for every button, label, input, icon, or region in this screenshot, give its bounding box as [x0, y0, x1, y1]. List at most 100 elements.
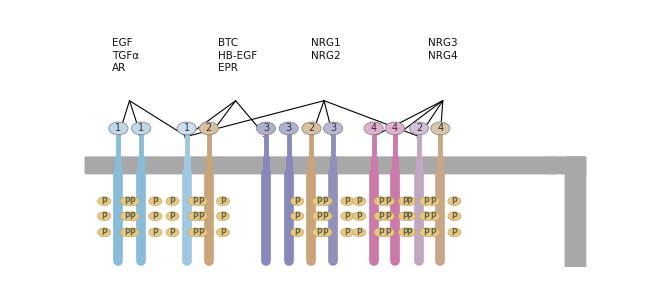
Ellipse shape — [398, 228, 411, 237]
Text: P: P — [344, 228, 350, 237]
Ellipse shape — [431, 122, 450, 135]
Ellipse shape — [381, 197, 394, 206]
Text: P: P — [295, 197, 300, 206]
Text: P: P — [402, 228, 408, 237]
Ellipse shape — [256, 122, 276, 135]
Text: P: P — [357, 212, 363, 221]
Ellipse shape — [149, 228, 162, 237]
Text: BTC
HB-EGF
EPR: BTC HB-EGF EPR — [218, 38, 257, 73]
Ellipse shape — [402, 197, 415, 206]
Text: EGF
TGFα
AR: EGF TGFα AR — [112, 38, 139, 73]
Text: P: P — [153, 228, 158, 237]
Text: P: P — [101, 228, 107, 237]
Ellipse shape — [121, 212, 134, 220]
Text: P: P — [378, 228, 383, 237]
Text: P: P — [423, 197, 429, 206]
FancyBboxPatch shape — [85, 156, 556, 174]
Ellipse shape — [194, 228, 207, 237]
Ellipse shape — [149, 197, 162, 206]
Text: P: P — [220, 197, 226, 206]
Text: P: P — [295, 228, 300, 237]
Ellipse shape — [381, 228, 394, 237]
Ellipse shape — [319, 197, 332, 206]
Ellipse shape — [341, 212, 354, 220]
Ellipse shape — [319, 212, 332, 220]
Text: P: P — [170, 197, 175, 206]
Ellipse shape — [448, 228, 461, 237]
Ellipse shape — [166, 228, 179, 237]
Text: 2: 2 — [206, 123, 212, 134]
Ellipse shape — [216, 212, 230, 220]
Ellipse shape — [323, 122, 343, 135]
Ellipse shape — [121, 228, 134, 237]
Ellipse shape — [149, 212, 162, 220]
Ellipse shape — [385, 122, 404, 135]
Ellipse shape — [402, 228, 415, 237]
Ellipse shape — [341, 197, 354, 206]
Ellipse shape — [291, 212, 304, 220]
Text: P: P — [198, 197, 203, 206]
FancyBboxPatch shape — [547, 156, 586, 174]
Text: P: P — [170, 212, 175, 221]
Text: 4: 4 — [370, 123, 377, 134]
Text: 2: 2 — [416, 123, 422, 134]
Text: 1: 1 — [184, 123, 190, 134]
Text: P: P — [378, 212, 383, 221]
Text: P: P — [406, 197, 412, 206]
Text: P: P — [402, 197, 408, 206]
Text: NRG3
NRG4: NRG3 NRG4 — [428, 38, 457, 61]
Text: P: P — [220, 228, 226, 237]
Text: P: P — [170, 228, 175, 237]
Ellipse shape — [194, 212, 207, 220]
Ellipse shape — [353, 197, 366, 206]
Ellipse shape — [353, 212, 366, 220]
Text: 3: 3 — [330, 123, 336, 134]
Text: P: P — [192, 228, 198, 237]
Text: P: P — [423, 212, 429, 221]
FancyBboxPatch shape — [565, 156, 586, 268]
Ellipse shape — [374, 197, 387, 206]
Ellipse shape — [319, 228, 332, 237]
Ellipse shape — [109, 122, 128, 135]
Text: P: P — [198, 212, 203, 221]
Text: 3: 3 — [286, 123, 291, 134]
Ellipse shape — [381, 212, 394, 220]
Text: 1: 1 — [115, 123, 121, 134]
Text: P: P — [316, 228, 322, 237]
Ellipse shape — [166, 212, 179, 220]
Ellipse shape — [398, 197, 411, 206]
Ellipse shape — [216, 197, 230, 206]
Text: P: P — [101, 212, 107, 221]
Text: P: P — [406, 228, 412, 237]
Ellipse shape — [374, 228, 387, 237]
Text: P: P — [130, 228, 136, 237]
Ellipse shape — [353, 228, 366, 237]
Text: P: P — [402, 212, 408, 221]
Ellipse shape — [419, 197, 433, 206]
Ellipse shape — [166, 197, 179, 206]
Ellipse shape — [426, 212, 439, 220]
Text: P: P — [124, 212, 130, 221]
Ellipse shape — [216, 228, 230, 237]
Ellipse shape — [200, 122, 218, 135]
Text: P: P — [323, 212, 329, 221]
Text: 2: 2 — [308, 123, 314, 134]
Text: P: P — [316, 212, 322, 221]
Text: P: P — [385, 197, 391, 206]
Text: P: P — [357, 197, 363, 206]
Ellipse shape — [374, 212, 387, 220]
Text: P: P — [153, 197, 158, 206]
Text: 3: 3 — [263, 123, 269, 134]
Text: P: P — [357, 228, 363, 237]
Ellipse shape — [194, 197, 207, 206]
Text: P: P — [452, 197, 457, 206]
Ellipse shape — [188, 228, 201, 237]
Ellipse shape — [302, 122, 321, 135]
Ellipse shape — [98, 212, 111, 220]
Ellipse shape — [364, 122, 383, 135]
Text: P: P — [124, 228, 130, 237]
Text: P: P — [316, 197, 322, 206]
Ellipse shape — [409, 122, 428, 135]
Ellipse shape — [126, 228, 139, 237]
Text: P: P — [192, 197, 198, 206]
